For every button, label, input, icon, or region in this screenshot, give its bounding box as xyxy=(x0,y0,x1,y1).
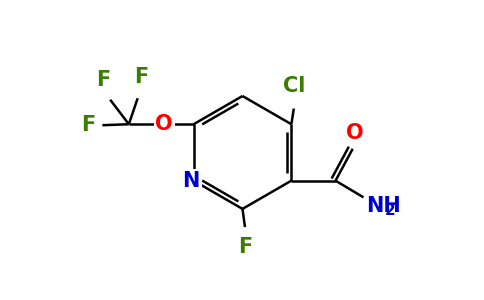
Text: O: O xyxy=(155,114,173,134)
Text: F: F xyxy=(81,115,96,135)
Text: NH: NH xyxy=(366,196,401,216)
Text: F: F xyxy=(96,70,110,90)
Text: N: N xyxy=(182,171,200,191)
Text: Cl: Cl xyxy=(283,76,305,96)
Text: F: F xyxy=(238,237,252,257)
Text: O: O xyxy=(347,123,364,143)
Text: 2: 2 xyxy=(385,202,395,217)
Text: F: F xyxy=(134,67,148,87)
